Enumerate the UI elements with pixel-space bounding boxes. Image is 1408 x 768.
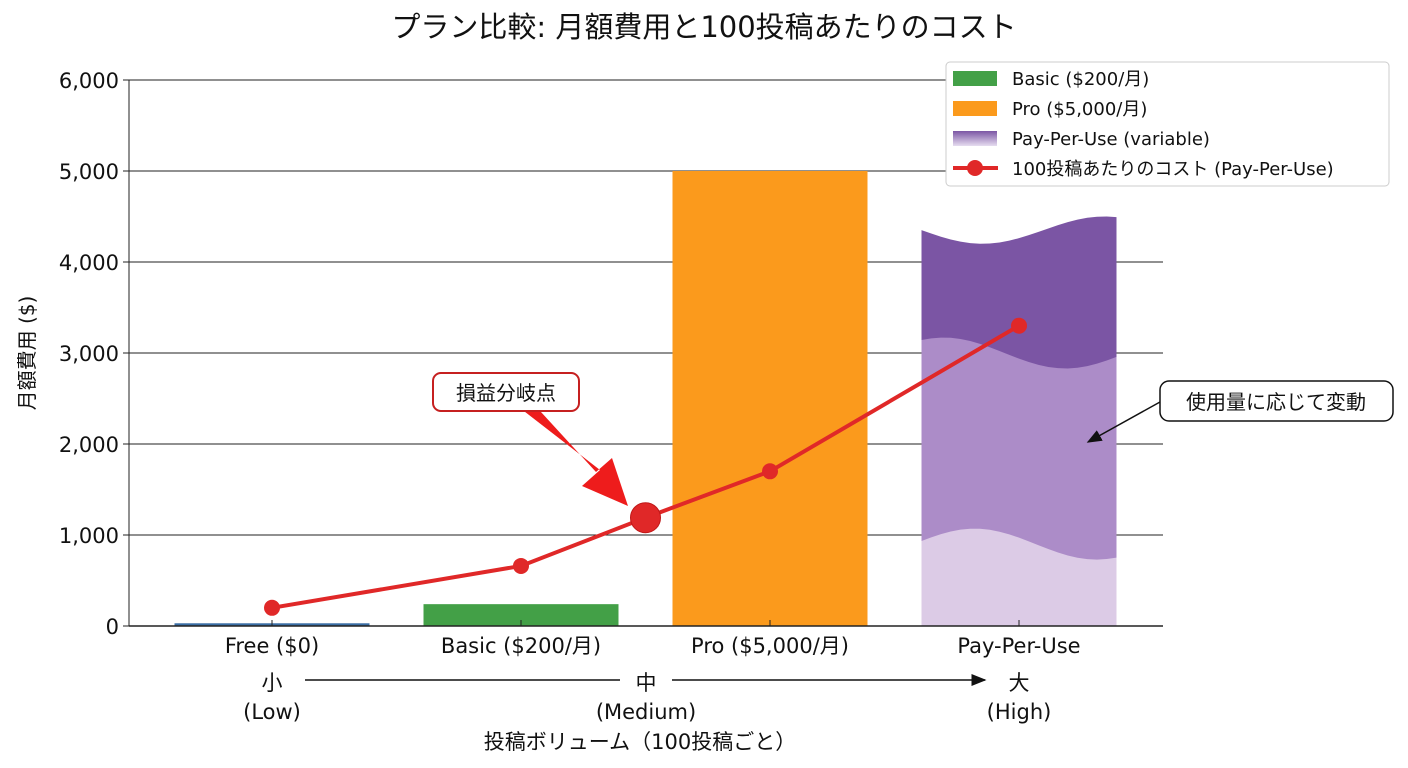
x-tick-label: Free ($0) <box>225 634 319 658</box>
volume-level: 大 <box>1009 671 1030 695</box>
chart-title: プラン比較: 月額費用と100投稿あたりのコスト <box>391 10 1016 44</box>
y-tick-label: 6,000 <box>59 69 119 93</box>
breakeven-point <box>630 502 661 534</box>
breakeven-arrow <box>520 400 628 506</box>
y-tick-label: 1,000 <box>59 524 119 548</box>
variable-label-box <box>1159 380 1394 422</box>
legend-box <box>945 61 1390 187</box>
legend-label: Pay-Per-Use (variable) <box>1012 129 1210 150</box>
cost-line <box>271 323 1021 610</box>
volume-level: 小 <box>262 671 283 695</box>
y-axis-label: 月額費用 ($) <box>15 296 39 411</box>
volume-level-sub: (Low) <box>243 700 301 724</box>
bar-pay-per-use-band <box>921 528 1117 626</box>
x-axis-label: 投稿ボリューム（100投稿ごと） <box>484 730 796 754</box>
variable-arrow <box>1086 401 1161 443</box>
line-point <box>264 599 280 616</box>
breakeven-label-box <box>432 372 580 412</box>
line-point <box>762 463 778 480</box>
y-tick-label: 5,000 <box>59 160 119 184</box>
x-tick-label: Pro ($5,000/月) <box>691 634 849 658</box>
legend-label: Basic ($200/月) <box>1012 69 1149 90</box>
breakeven-label: 損益分岐点 <box>456 381 556 405</box>
y-tick-label: 2,000 <box>59 433 119 457</box>
bar-1 <box>423 604 619 626</box>
y-tick-label: 0 <box>106 615 119 639</box>
legend-swatch <box>953 101 997 116</box>
legend-label: Pro ($5,000/月) <box>1012 99 1147 120</box>
y-tick-label: 3,000 <box>59 342 119 366</box>
volume-level: 中 <box>636 671 657 695</box>
legend-marker <box>967 160 983 176</box>
x-tick-label: Pay-Per-Use <box>957 634 1080 658</box>
volume-level-sub: (High) <box>987 700 1052 724</box>
volume-level-sub: (Medium) <box>596 700 696 724</box>
legend-label: 100投稿あたりのコスト (Pay-Per-Use) <box>1012 159 1334 180</box>
legend-swatch <box>953 71 997 86</box>
legend-swatch <box>953 131 997 146</box>
y-tick-label: 4,000 <box>59 251 119 275</box>
line-point <box>1011 317 1027 334</box>
x-tick-label: Basic ($200/月) <box>441 634 601 658</box>
variable-label: 使用量に応じて変動 <box>1186 390 1366 414</box>
bar-2 <box>672 171 868 626</box>
line-point <box>513 557 529 574</box>
